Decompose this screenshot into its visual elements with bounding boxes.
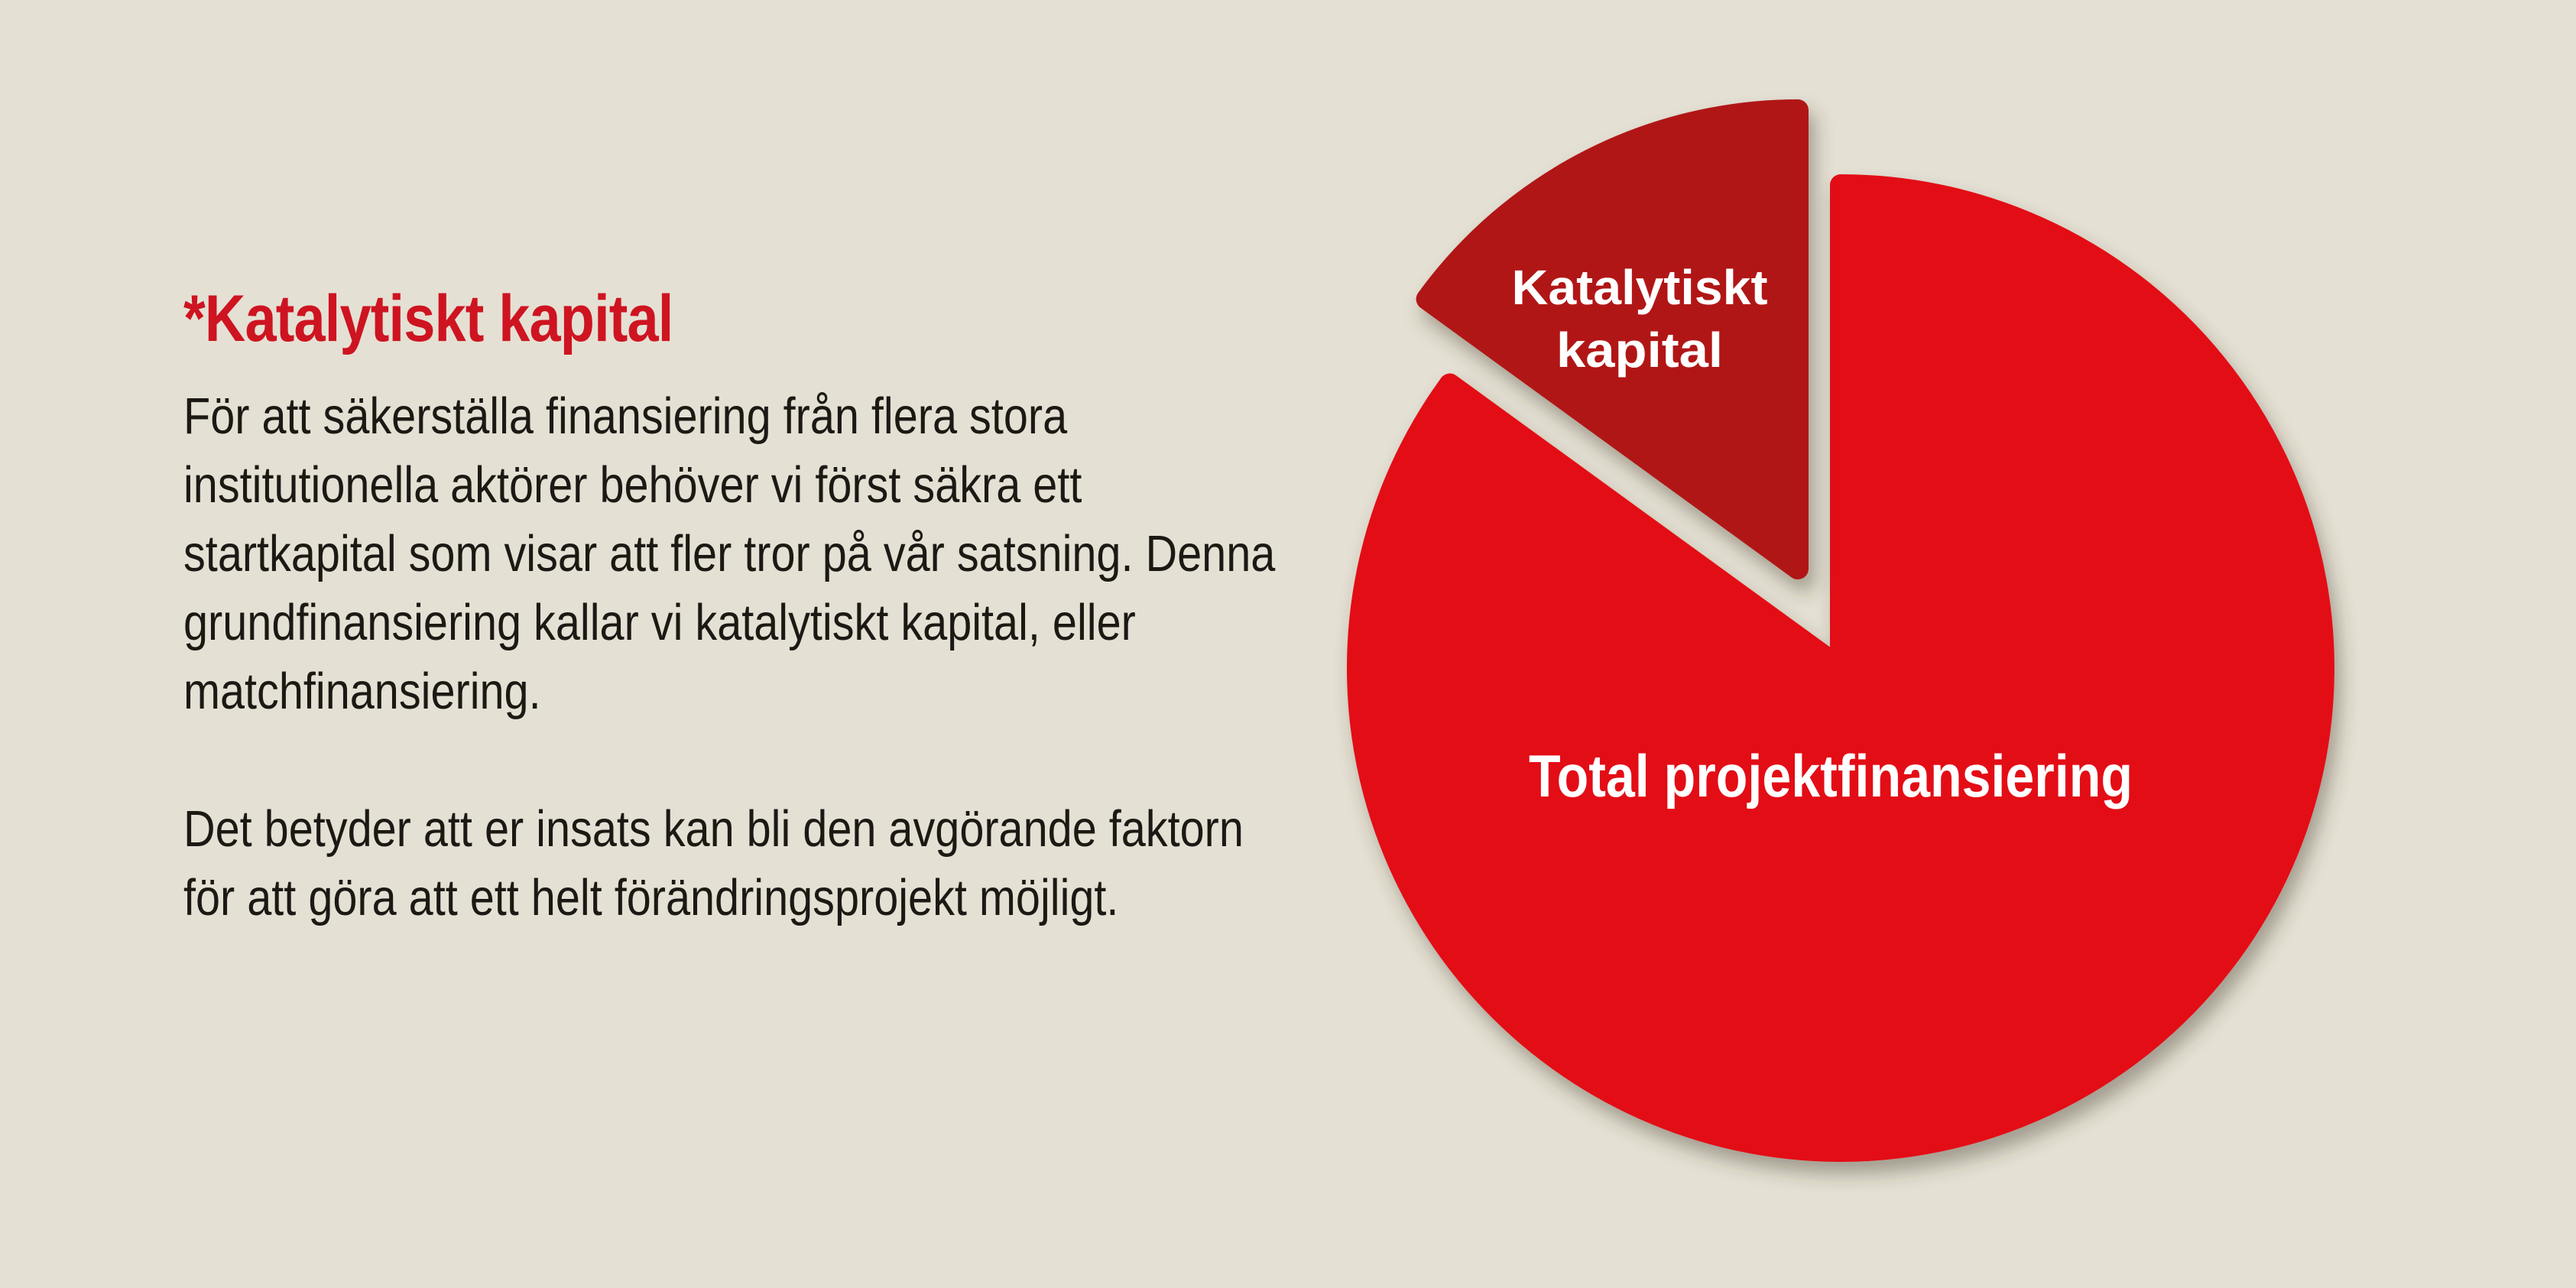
page-title: *Katalytiskt kapital bbox=[183, 282, 673, 355]
pie-slice-main bbox=[1347, 174, 2334, 1162]
body-copy: För att säkerställa finansiering från fl… bbox=[183, 382, 1288, 933]
pie-slice-exploded bbox=[1416, 99, 1809, 579]
pie-slice-main-label: Total projektfinansiering bbox=[1529, 742, 2133, 809]
pie-slice-exploded-label-line2: kapital bbox=[1556, 323, 1723, 378]
pie-slice-exploded-label-line1: Katalytiskt bbox=[1512, 260, 1768, 315]
paragraph-2: Det betyder att er insats kan bli den av… bbox=[183, 800, 1244, 926]
paragraph-1: För att säkerställa finansiering från fl… bbox=[183, 388, 1276, 720]
